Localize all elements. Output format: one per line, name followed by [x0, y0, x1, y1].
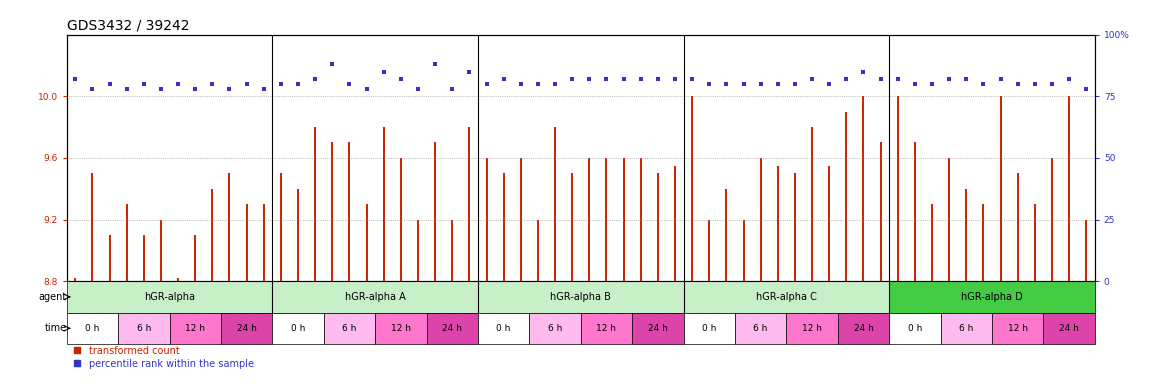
- Text: hGR-alpha: hGR-alpha: [144, 292, 196, 302]
- Bar: [787, 313, 837, 344]
- Bar: [67, 313, 118, 344]
- Text: 6 h: 6 h: [343, 324, 356, 333]
- Text: percentile rank within the sample: percentile rank within the sample: [90, 359, 254, 369]
- Bar: [889, 313, 941, 344]
- Text: 6 h: 6 h: [547, 324, 562, 333]
- Bar: [632, 313, 683, 344]
- Bar: [1043, 313, 1095, 344]
- Bar: [992, 313, 1043, 344]
- Bar: [273, 281, 478, 313]
- Text: 12 h: 12 h: [391, 324, 411, 333]
- Bar: [375, 313, 427, 344]
- Text: transformed count: transformed count: [90, 346, 181, 356]
- Text: 0 h: 0 h: [85, 324, 100, 333]
- Text: 24 h: 24 h: [853, 324, 873, 333]
- Text: 0 h: 0 h: [497, 324, 511, 333]
- Bar: [118, 313, 169, 344]
- Text: 6 h: 6 h: [959, 324, 973, 333]
- Text: hGR-alpha D: hGR-alpha D: [961, 292, 1022, 302]
- Bar: [324, 313, 375, 344]
- Text: 24 h: 24 h: [1059, 324, 1079, 333]
- Bar: [683, 313, 735, 344]
- Text: 12 h: 12 h: [802, 324, 822, 333]
- Text: agent: agent: [39, 292, 67, 302]
- Text: 24 h: 24 h: [443, 324, 462, 333]
- Text: 0 h: 0 h: [291, 324, 305, 333]
- Bar: [273, 313, 324, 344]
- Text: 12 h: 12 h: [597, 324, 616, 333]
- Text: time: time: [45, 323, 67, 333]
- Bar: [427, 313, 478, 344]
- Text: 12 h: 12 h: [185, 324, 205, 333]
- Text: 6 h: 6 h: [137, 324, 151, 333]
- Text: hGR-alpha C: hGR-alpha C: [756, 292, 816, 302]
- Bar: [683, 281, 889, 313]
- Text: 12 h: 12 h: [1007, 324, 1028, 333]
- Text: GDS3432 / 39242: GDS3432 / 39242: [67, 18, 190, 32]
- Text: 24 h: 24 h: [237, 324, 256, 333]
- Bar: [478, 313, 529, 344]
- Text: 0 h: 0 h: [907, 324, 922, 333]
- Bar: [221, 313, 273, 344]
- Bar: [889, 281, 1095, 313]
- Bar: [837, 313, 889, 344]
- Bar: [478, 281, 683, 313]
- Text: 0 h: 0 h: [702, 324, 716, 333]
- Bar: [581, 313, 632, 344]
- Text: hGR-alpha B: hGR-alpha B: [551, 292, 611, 302]
- Text: 6 h: 6 h: [753, 324, 768, 333]
- Bar: [67, 281, 273, 313]
- Bar: [529, 313, 581, 344]
- Text: hGR-alpha A: hGR-alpha A: [345, 292, 406, 302]
- Bar: [735, 313, 787, 344]
- Bar: [169, 313, 221, 344]
- Bar: [941, 313, 992, 344]
- Text: 24 h: 24 h: [647, 324, 668, 333]
